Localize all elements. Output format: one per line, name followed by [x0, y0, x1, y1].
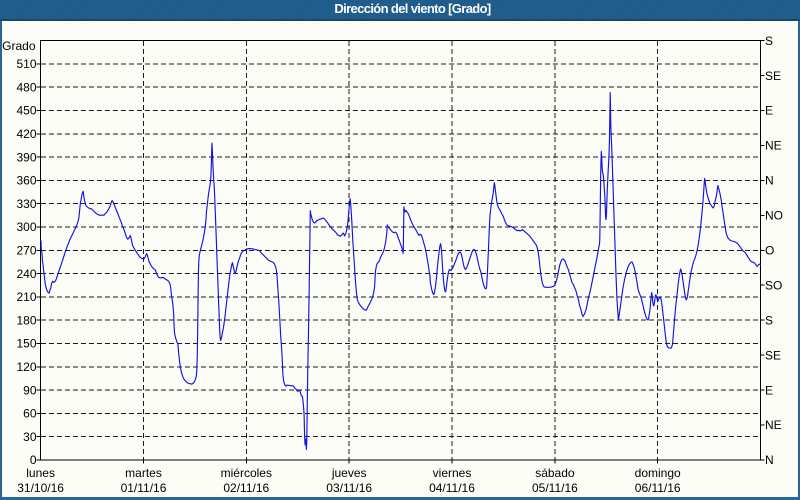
- svg-text:05/11/16: 05/11/16: [532, 481, 578, 495]
- svg-text:jueves: jueves: [331, 466, 367, 480]
- svg-text:domingo: domingo: [635, 466, 681, 480]
- svg-text:30: 30: [23, 430, 37, 444]
- svg-text:90: 90: [23, 383, 37, 397]
- svg-text:480: 480: [16, 80, 36, 94]
- svg-text:120: 120: [16, 360, 36, 374]
- svg-text:SO: SO: [765, 278, 782, 292]
- svg-text:60: 60: [23, 407, 37, 421]
- svg-text:270: 270: [16, 244, 36, 258]
- svg-text:SE: SE: [765, 69, 781, 83]
- svg-text:390: 390: [16, 150, 36, 164]
- svg-text:Grado: Grado: [2, 39, 36, 53]
- svg-text:martes: martes: [125, 466, 162, 480]
- svg-text:04/11/16: 04/11/16: [429, 481, 475, 495]
- svg-text:sábado: sábado: [535, 466, 575, 480]
- svg-text:210: 210: [16, 290, 36, 304]
- svg-text:180: 180: [16, 313, 36, 327]
- svg-text:SE: SE: [765, 348, 781, 362]
- svg-text:450: 450: [16, 104, 36, 118]
- svg-text:510: 510: [16, 57, 36, 71]
- svg-text:360: 360: [16, 174, 36, 188]
- svg-text:S: S: [765, 34, 773, 48]
- svg-text:NO: NO: [765, 209, 783, 223]
- svg-text:E: E: [765, 383, 773, 397]
- svg-text:300: 300: [16, 220, 36, 234]
- svg-text:420: 420: [16, 127, 36, 141]
- svg-text:06/11/16: 06/11/16: [635, 481, 681, 495]
- svg-text:E: E: [765, 104, 773, 118]
- svg-text:240: 240: [16, 267, 36, 281]
- svg-text:03/11/16: 03/11/16: [326, 481, 372, 495]
- svg-text:N: N: [765, 174, 774, 188]
- svg-text:S: S: [765, 313, 773, 327]
- svg-text:31/10/16: 31/10/16: [17, 481, 64, 495]
- svg-text:NE: NE: [765, 418, 782, 432]
- svg-text:N: N: [765, 453, 774, 467]
- svg-text:NE: NE: [765, 139, 782, 153]
- svg-text:330: 330: [16, 197, 36, 211]
- svg-text:150: 150: [16, 337, 36, 351]
- svg-text:miércoles: miércoles: [221, 466, 272, 480]
- svg-text:01/11/16: 01/11/16: [121, 481, 167, 495]
- svg-text:02/11/16: 02/11/16: [223, 481, 269, 495]
- svg-text:lunes: lunes: [26, 466, 55, 480]
- svg-text:0: 0: [30, 453, 37, 467]
- svg-text:O: O: [765, 244, 774, 258]
- svg-text:viernes: viernes: [433, 466, 472, 480]
